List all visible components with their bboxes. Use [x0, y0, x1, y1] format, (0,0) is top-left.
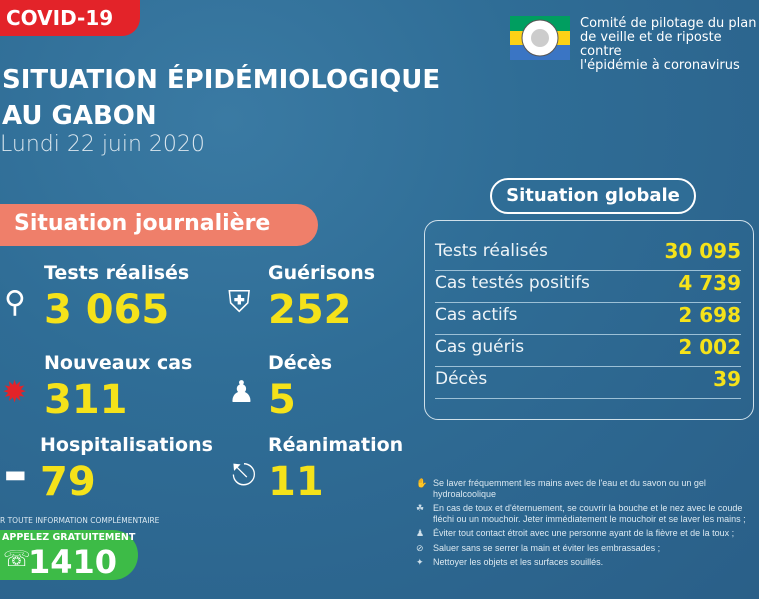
daily-recoveries-label: Guérisons — [268, 262, 376, 284]
tip-item: ⊘ Saluer sans se serrer la main et éviter… — [416, 543, 759, 554]
daily-hospitalizations-value: 79 — [40, 459, 96, 505]
global-row: Cas testés positifs 4 739 — [435, 271, 741, 303]
handwash-icon: ✋ — [416, 478, 428, 488]
hotline-info: R TOUTE INFORMATION COMPLÉMENTAIRE — [0, 516, 160, 525]
person-icon: ♟ — [228, 375, 255, 410]
row-label: Cas guéris — [435, 337, 525, 357]
daily-new-cases-value: 311 — [44, 377, 128, 423]
daily-tests-value: 3 065 — [44, 287, 170, 333]
global-row: Cas actifs 2 698 — [435, 303, 741, 335]
tip-text: Se laver fréquemment les mains avec de l… — [433, 478, 706, 499]
daily-hospitalizations-label: Hospitalisations — [40, 434, 213, 456]
virus-icon: ✹ — [2, 375, 28, 410]
hotline-call-label: APPELEZ GRATUITEMENT — [2, 532, 136, 543]
daily-recoveries-value: 252 — [268, 287, 352, 333]
covid-badge: COVID-19 — [0, 0, 140, 36]
magnifier-icon: ⚲ — [4, 285, 26, 320]
row-label: Cas testés positifs — [435, 273, 590, 293]
report-date: Lundi 22 juin 2020 — [0, 132, 205, 157]
global-row: Tests réalisés 30 095 — [435, 239, 741, 271]
sneeze-icon: ☘ — [416, 503, 425, 513]
row-value: 39 — [713, 367, 741, 391]
gabon-flag-logo — [510, 16, 570, 60]
daily-deaths-label: Décès — [268, 352, 333, 374]
oxygen-tank-icon: ⎋ — [232, 458, 256, 493]
row-value: 2 002 — [678, 335, 741, 359]
global-row: Décès 39 — [435, 367, 741, 399]
global-row: Cas guéris 2 002 — [435, 335, 741, 367]
title-line-1: SITUATION ÉPIDÉMIOLOGIQUE — [2, 65, 441, 95]
row-label: Décès — [435, 369, 488, 389]
tip-item: ✦ Nettoyer les objets et les surfaces sou… — [416, 557, 759, 568]
phone-icon: ☏ — [3, 547, 31, 572]
hotline-number: 1410 — [28, 543, 118, 581]
org-line: l'épidémie à coronavirus — [580, 58, 740, 73]
shield-virus-icon: ⛨ — [228, 285, 251, 320]
tip-item: ✋ Se laver fréquemment les mains avec de … — [416, 478, 759, 499]
tip-item: ♟ Éviter tout contact étroit avec une per… — [416, 528, 759, 539]
page-title: SITUATION ÉPIDÉMIOLOGIQUE AU GABON — [2, 62, 440, 134]
title-line-2: AU GABON — [2, 101, 157, 131]
org-line: de veille et de riposte contre — [580, 30, 722, 59]
distance-icon: ♟ — [416, 528, 425, 538]
prevention-tips: ✋ Se laver fréquemment les mains avec de … — [416, 478, 759, 568]
tip-text: Éviter tout contact étroit avec une pers… — [433, 528, 735, 538]
tip-text: En cas de toux et d'éternuement, se couv… — [433, 503, 746, 524]
row-value: 4 739 — [678, 271, 741, 295]
row-value: 30 095 — [664, 239, 741, 263]
org-line: Comité de pilotage du plan — [580, 16, 757, 31]
daily-icu-value: 11 — [268, 459, 324, 505]
daily-section-title: Situation journalière — [0, 204, 318, 246]
daily-deaths-value: 5 — [268, 377, 296, 423]
daily-icu-label: Réanimation — [268, 434, 404, 456]
tip-text: Saluer sans se serrer la main et éviter … — [433, 542, 661, 553]
global-stats-table: Tests réalisés 30 095 Cas testés positifs… — [424, 220, 754, 420]
row-label: Cas actifs — [435, 305, 518, 325]
row-label: Tests réalisés — [435, 241, 548, 261]
cleaning-icon: ✦ — [416, 557, 424, 567]
organization-name: Comité de pilotage du plan de veille et … — [580, 17, 759, 73]
row-value: 2 698 — [678, 303, 741, 327]
daily-new-cases-label: Nouveaux cas — [44, 352, 193, 374]
global-section-title: Situation globale — [490, 178, 696, 214]
hotline-banner[interactable]: APPELEZ GRATUITEMENT ☏ 1410 — [0, 530, 138, 580]
no-handshake-icon: ⊘ — [416, 542, 424, 553]
daily-tests-label: Tests réalisés — [44, 262, 190, 284]
hospital-bed-icon: ▬ — [4, 460, 27, 488]
tip-item: ☘ En cas de toux et d'éternuement, se cou… — [416, 503, 759, 524]
tip-text: Nettoyer les objets et les surfaces soui… — [433, 557, 604, 567]
